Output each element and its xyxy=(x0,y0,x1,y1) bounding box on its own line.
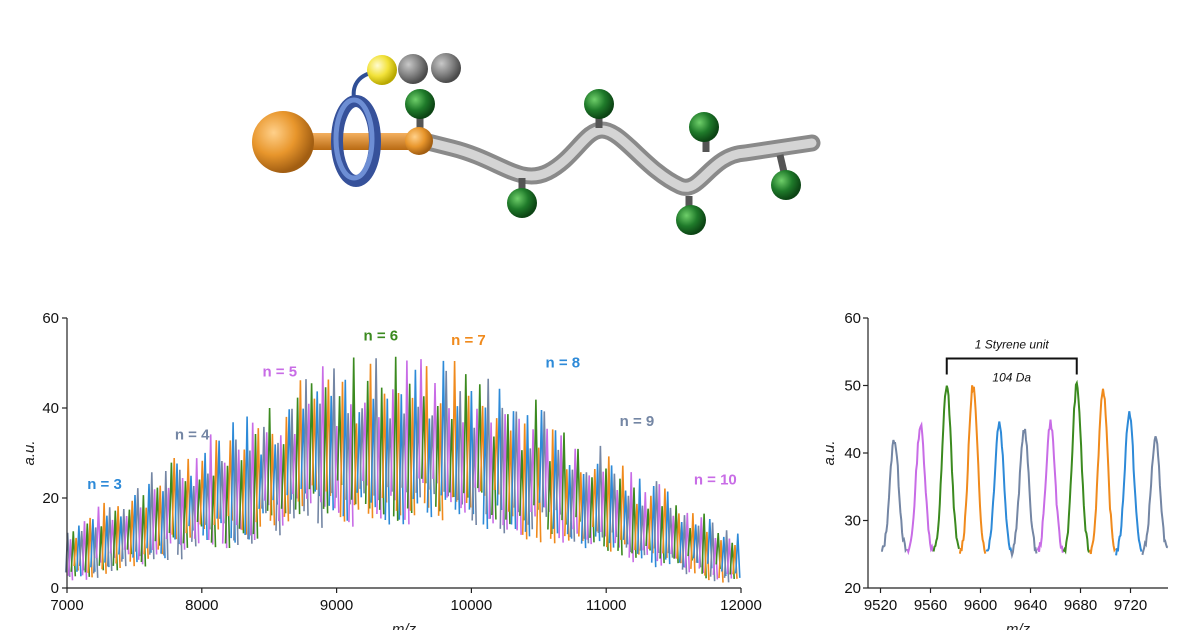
zoom-peak xyxy=(932,385,960,552)
series-label: n = 8 xyxy=(546,355,581,372)
x-tick-label: 9560 xyxy=(914,597,947,614)
x-tick-label: 9600 xyxy=(964,597,997,614)
x-tick-label: 9520 xyxy=(864,597,897,614)
spectrum-peak xyxy=(92,527,99,578)
zoom-peak xyxy=(1115,411,1143,556)
x-tick-label: 12000 xyxy=(720,597,762,614)
x-tick-label: 8000 xyxy=(185,597,218,614)
yellow-bead xyxy=(367,55,397,85)
y-tick-label: 30 xyxy=(844,513,861,530)
x-tick-label: 7000 xyxy=(50,597,83,614)
zoom-peak xyxy=(881,439,908,554)
spectrum-peak xyxy=(735,533,741,578)
zoom-peak xyxy=(958,385,987,554)
zoom-peak xyxy=(1010,428,1038,560)
y-tick-label: 20 xyxy=(844,580,861,597)
spectrum-peak xyxy=(712,537,719,580)
annotation-bottom: 104 Da xyxy=(992,371,1031,385)
spectrum-peak xyxy=(471,427,477,526)
zoom-peak xyxy=(1036,419,1064,553)
zoom-peak xyxy=(906,421,934,556)
x-tick-label: 11000 xyxy=(586,597,627,614)
spectrum-peak xyxy=(224,465,231,549)
macrocycle-ring-highlight xyxy=(333,97,375,181)
series-label: n = 7 xyxy=(451,332,486,349)
bracket xyxy=(945,357,1078,375)
series-label: n = 3 xyxy=(87,476,122,493)
series-label: n = 5 xyxy=(262,364,297,381)
pendant-stem xyxy=(776,154,788,173)
zoom-peak xyxy=(985,421,1013,553)
spectrum-peak xyxy=(704,531,710,581)
chart-axes: 0 20 40 60 7000 8000 9000 10000 11000 12000 a.u. m/… xyxy=(21,310,762,630)
mass-spectrum-zoom-chart: 20 30 40 50 60 9520 9560 9600 9640 9680 9720 a.u. m/… xyxy=(821,310,1169,630)
pendant-sphere xyxy=(507,188,537,218)
x-tick-label: 9680 xyxy=(1064,597,1097,614)
series-label: n = 10 xyxy=(694,472,737,489)
y-axis-title: a.u. xyxy=(21,440,38,465)
zoom-chart-axes: 20 30 40 50 60 9520 9560 9600 9640 9680 9720 a.u. m/… xyxy=(821,310,1168,630)
mass-spectrum-full-chart: 0 20 40 60 7000 8000 9000 10000 11000 12000 a.u. m/… xyxy=(21,310,762,630)
y-tick-label: 40 xyxy=(42,400,59,417)
pendant-sphere xyxy=(676,205,706,235)
grey-bead xyxy=(398,54,428,84)
y-axis-title: a.u. xyxy=(821,440,838,465)
x-axis-title: m/z xyxy=(1006,621,1031,630)
x-tick-label: 9720 xyxy=(1114,597,1147,614)
pendant-sphere xyxy=(689,112,719,142)
pendant-sphere xyxy=(771,170,801,200)
series-label: n = 4 xyxy=(175,427,210,444)
pendant-sphere xyxy=(405,89,435,119)
spectrum-peak xyxy=(535,447,542,543)
y-tick-label: 50 xyxy=(844,378,861,395)
spectrum-peak xyxy=(491,436,497,520)
y-tick-label: 20 xyxy=(42,490,59,507)
y-tick-label: 0 xyxy=(51,580,59,597)
x-tick-label: 9640 xyxy=(1014,597,1047,614)
zoom-peak xyxy=(1141,436,1169,556)
polymer-backbone-highlight xyxy=(415,125,817,192)
molecule-illustration xyxy=(252,53,821,235)
x-tick-label: 9000 xyxy=(320,597,353,614)
joint-sphere xyxy=(405,127,433,155)
annotation-top: 1 Styrene unit xyxy=(975,338,1050,352)
spectrum-peak xyxy=(334,425,340,513)
zoom-peak xyxy=(1088,388,1117,555)
y-tick-label: 40 xyxy=(844,445,861,462)
x-tick-label: 10000 xyxy=(451,597,493,614)
y-tick-label: 60 xyxy=(42,310,59,327)
axle-rod xyxy=(300,133,418,150)
y-tick-label: 60 xyxy=(844,310,861,327)
styrene-annotation: 1 Styrene unit 104 Da xyxy=(945,338,1078,385)
zoom-traces xyxy=(881,379,1169,560)
x-axis-title: m/z xyxy=(392,621,417,630)
grey-bead xyxy=(431,53,461,83)
series-label: n = 9 xyxy=(620,413,655,430)
stopper-sphere xyxy=(252,111,314,173)
series-labels: n = 3 n = 4 n = 5 n = 6 n = 7 n = 8 n = 9 n = 1… xyxy=(87,328,737,494)
series-label: n = 6 xyxy=(364,328,399,345)
zoom-peak xyxy=(1062,379,1090,555)
spectrum-traces xyxy=(64,356,741,583)
pendant-sphere xyxy=(584,89,614,119)
spectrum-peak xyxy=(533,399,539,510)
